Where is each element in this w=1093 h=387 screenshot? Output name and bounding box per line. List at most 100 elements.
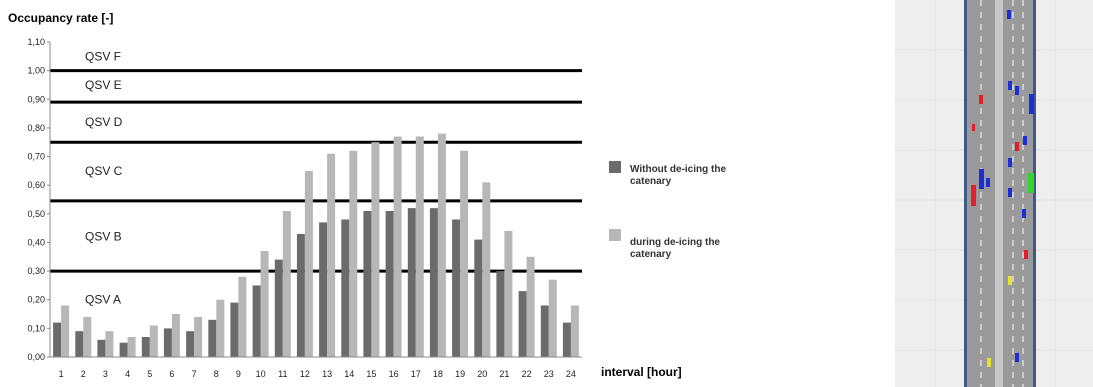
- bar-during-24: [570, 305, 579, 357]
- legend: Without de-icing the catenary during de-i…: [609, 161, 726, 260]
- qsv-level-label: QSV D: [85, 115, 123, 129]
- x-tick-label: 11: [278, 369, 287, 379]
- legend-swatch-without: [609, 161, 621, 173]
- x-tick-label: 2: [81, 369, 86, 379]
- y-tick-label: 0,10: [27, 323, 45, 333]
- vehicle-green: [1028, 173, 1034, 193]
- bar-without-9: [230, 302, 239, 357]
- occupancy-chart: Occupancy rate [-] 0,000,100,200,300,400…: [8, 11, 726, 379]
- bar-without-15: [363, 211, 372, 357]
- x-tick-label: 8: [214, 369, 219, 379]
- bar-without-22: [518, 291, 527, 357]
- vehicle-blue: [1022, 209, 1026, 218]
- bar-without-21: [496, 271, 505, 357]
- x-tick-label: 1: [59, 369, 64, 379]
- bar-without-23: [540, 305, 549, 357]
- y-tick-label: 1,10: [27, 37, 45, 47]
- bar-without-4: [119, 342, 128, 357]
- bar-without-14: [341, 219, 350, 357]
- bar-without-12: [296, 233, 305, 357]
- vehicle-red: [1015, 142, 1019, 151]
- vehicle-blue: [986, 178, 990, 187]
- road-edge-right: [1033, 0, 1036, 387]
- y-tick-label: 0,70: [27, 152, 45, 162]
- bar-without-10: [252, 285, 261, 357]
- bar-during-8: [216, 299, 225, 357]
- legend-label-without: Without de-icing the catenary: [630, 164, 726, 187]
- bar-during-10: [260, 251, 269, 357]
- vehicle-blue: [1023, 136, 1027, 145]
- x-tick-label: 16: [389, 369, 399, 379]
- x-tick-label: 15: [366, 369, 376, 379]
- bar-during-19: [460, 150, 469, 357]
- bar-during-7: [194, 316, 203, 357]
- x-tick-label: 19: [455, 369, 465, 379]
- bar-without-1: [53, 322, 62, 357]
- x-axis-ticks: 1 2 3 4 5 6 7 8 9 10 11 12 13 14 15 16 17 18 19 20 21 22 23 24: [59, 369, 576, 379]
- bar-during-17: [415, 136, 424, 357]
- x-tick-label: 17: [411, 369, 421, 379]
- y-axis-ticks: 0,00 0,10 0,20 0,30 0,40 0,50 0,60 0,70 0,80 0,90…: [27, 37, 50, 362]
- qsv-level-label: QSV B: [85, 230, 122, 244]
- bar-without-11: [274, 259, 283, 357]
- bar-without-20: [474, 239, 483, 357]
- bar-during-23: [548, 279, 557, 357]
- bar-during-13: [327, 153, 336, 357]
- y-tick-label: 0,50: [27, 209, 45, 219]
- bar-without-3: [97, 339, 106, 357]
- qsv-level-lines: QSV A QSV B QSV C QSV D QSV E QSV F: [50, 49, 582, 307]
- bar-without-7: [186, 331, 195, 357]
- vehicle-blue: [1029, 94, 1034, 114]
- road-edge-left: [964, 0, 967, 387]
- qsv-level-label: QSV E: [85, 78, 122, 92]
- x-tick-label: 21: [499, 369, 509, 379]
- bar-during-18: [437, 133, 446, 357]
- y-tick-label: 1,00: [27, 66, 45, 76]
- road-right-carriageway: [1003, 0, 1033, 387]
- bar-without-18: [429, 208, 438, 357]
- vehicle-red: [971, 185, 976, 206]
- bar-series: [53, 133, 579, 357]
- vehicle-blue: [979, 169, 984, 189]
- x-tick-label: 18: [433, 369, 443, 379]
- vehicle-blue: [1008, 81, 1012, 90]
- bar-during-1: [61, 305, 70, 357]
- x-tick-label: 24: [566, 369, 576, 379]
- bar-without-17: [407, 208, 416, 357]
- bar-without-6: [163, 328, 172, 357]
- traffic-simulation-view: [895, 0, 1093, 387]
- bar-during-20: [482, 182, 491, 357]
- bar-without-16: [385, 211, 394, 357]
- bar-without-8: [208, 319, 217, 357]
- x-tick-label: 13: [322, 369, 332, 379]
- vehicle-red: [972, 124, 975, 131]
- x-tick-label: 7: [192, 369, 197, 379]
- y-tick-label: 0,90: [27, 94, 45, 104]
- vehicle-blue: [1015, 86, 1019, 95]
- bar-during-16: [393, 136, 402, 357]
- y-tick-label: 0,80: [27, 123, 45, 133]
- bar-during-22: [526, 256, 535, 357]
- road-median: [995, 0, 1003, 387]
- vehicle-blue: [1007, 10, 1011, 19]
- x-axis-title: interval [hour]: [601, 365, 682, 379]
- bar-without-24: [562, 322, 571, 357]
- qsv-level-label: QSV F: [85, 49, 121, 63]
- bar-during-9: [238, 276, 247, 357]
- y-tick-label: 0,40: [27, 237, 45, 247]
- x-tick-label: 22: [522, 369, 532, 379]
- vehicle-blue: [1015, 353, 1019, 362]
- bar-during-21: [504, 231, 513, 357]
- qsv-level-label: QSV C: [85, 164, 123, 178]
- bar-during-3: [105, 331, 114, 357]
- x-tick-label: 6: [169, 369, 174, 379]
- x-tick-label: 12: [300, 369, 310, 379]
- vehicles: [971, 10, 1034, 367]
- x-tick-label: 20: [477, 369, 487, 379]
- bar-during-4: [127, 337, 136, 357]
- bar-during-5: [149, 325, 158, 357]
- vehicle-blue: [1008, 158, 1012, 167]
- vehicle-red: [1024, 250, 1028, 259]
- y-axis-title: Occupancy rate [-]: [8, 11, 113, 25]
- legend-label-during: during de-icing the catenary: [630, 237, 720, 260]
